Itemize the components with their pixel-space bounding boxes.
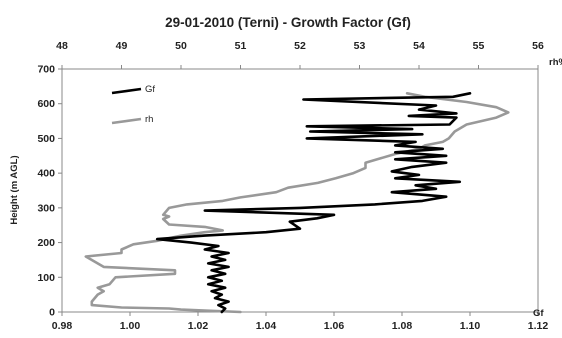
y-axis-ticks: 0 100 200 300 400 500 600 700 <box>37 64 62 319</box>
x-bottom-tick-label: 1.10 <box>460 320 481 332</box>
y-tick-label: 700 <box>37 64 55 76</box>
x-top-tick-label: 51 <box>235 40 247 52</box>
y-tick-label: 500 <box>37 133 55 145</box>
x-bottom-tick-label: 1.12 <box>528 320 549 332</box>
y-tick-label: 200 <box>37 237 55 249</box>
x-top-tick-label: 55 <box>473 40 485 52</box>
x-bottom-tick-label: 1.02 <box>188 320 209 332</box>
x-top-tick-label: 54 <box>413 40 425 52</box>
x-top-tick-label: 49 <box>116 40 128 52</box>
y-axis-label: Height (m AGL) <box>9 155 20 224</box>
legend-swatch-rh <box>111 117 142 125</box>
series-line-gf <box>155 92 472 314</box>
x-top-tick-label: 53 <box>354 40 366 52</box>
x-bottom-tick-label: 1.06 <box>324 320 345 332</box>
x-top-tick-label: 56 <box>532 40 544 52</box>
x-top-axis-ticks: 48 49 50 51 52 53 54 55 56 <box>56 40 544 69</box>
x-top-tick-label: 52 <box>294 40 306 52</box>
x-bottom-axis-ticks: 0.98 1.00 1.02 1.04 1.06 1.08 1.10 1.12 <box>52 312 549 332</box>
x-bottom-tick-label: 1.08 <box>392 320 413 332</box>
y-tick-label: 600 <box>37 98 55 110</box>
chart-title: 29-01-2010 (Terni) - Growth Factor (Gf) <box>165 15 411 30</box>
legend-label-gf: Gf <box>145 84 155 95</box>
y-tick-label: 400 <box>37 168 55 180</box>
x-top-axis-label: rh% <box>549 57 562 68</box>
x-bottom-tick-label: 1.04 <box>256 320 277 332</box>
x-top-tick-label: 48 <box>56 40 68 52</box>
legend: Gf rh <box>111 84 155 125</box>
x-bottom-tick-label: 1.00 <box>120 320 141 332</box>
y-tick-label: 300 <box>37 202 55 214</box>
legend-swatch-gf <box>111 87 142 95</box>
x-bottom-tick-label: 0.98 <box>52 320 73 332</box>
x-bottom-axis-label: Gf <box>533 308 544 319</box>
series-line-rh <box>84 92 510 314</box>
y-tick-label: 0 <box>49 307 55 319</box>
legend-label-rh: rh <box>145 114 153 125</box>
x-top-tick-label: 50 <box>175 40 187 52</box>
y-tick-label: 100 <box>37 272 55 284</box>
series-lines <box>84 92 510 314</box>
